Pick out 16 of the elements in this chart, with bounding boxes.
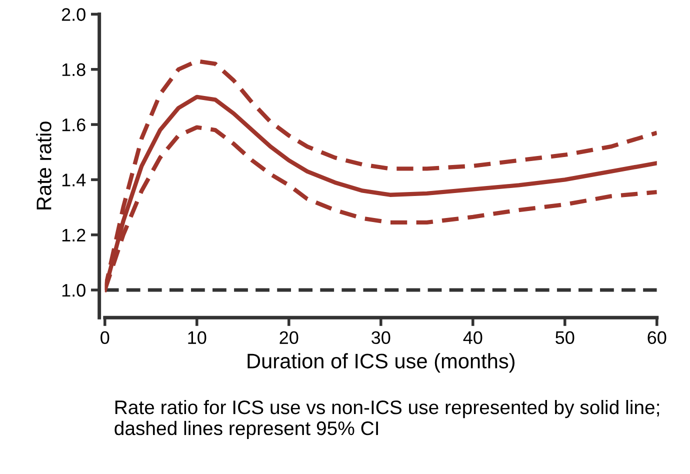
y-tick-label: 1.2 (62, 228, 86, 242)
x-tick-label: 30 (372, 331, 390, 344)
x-tick-label: 60 (648, 331, 666, 344)
y-tick-label: 1.6 (62, 118, 86, 132)
x-tick-label: 40 (463, 331, 482, 344)
x-tick-label: 20 (280, 331, 298, 344)
x-tick-label: 50 (556, 331, 574, 344)
y-tick-label: 1.4 (62, 174, 86, 186)
x-tick-label: 0 (100, 331, 110, 344)
y-axis-title: Rate ratio (36, 122, 52, 210)
y-tick-label: 2.0 (62, 8, 86, 21)
x-axis-title: Duration of ICS use (months) (248, 353, 514, 373)
y-tick-label: 1.0 (62, 284, 86, 297)
y-tick-label: 1.8 (62, 63, 86, 76)
x-tick-label: 10 (188, 331, 206, 344)
text: Rate ratio for ICS use vs non-ICS use represented by solid line; dashed lines represent 95% CI (114, 400, 659, 440)
